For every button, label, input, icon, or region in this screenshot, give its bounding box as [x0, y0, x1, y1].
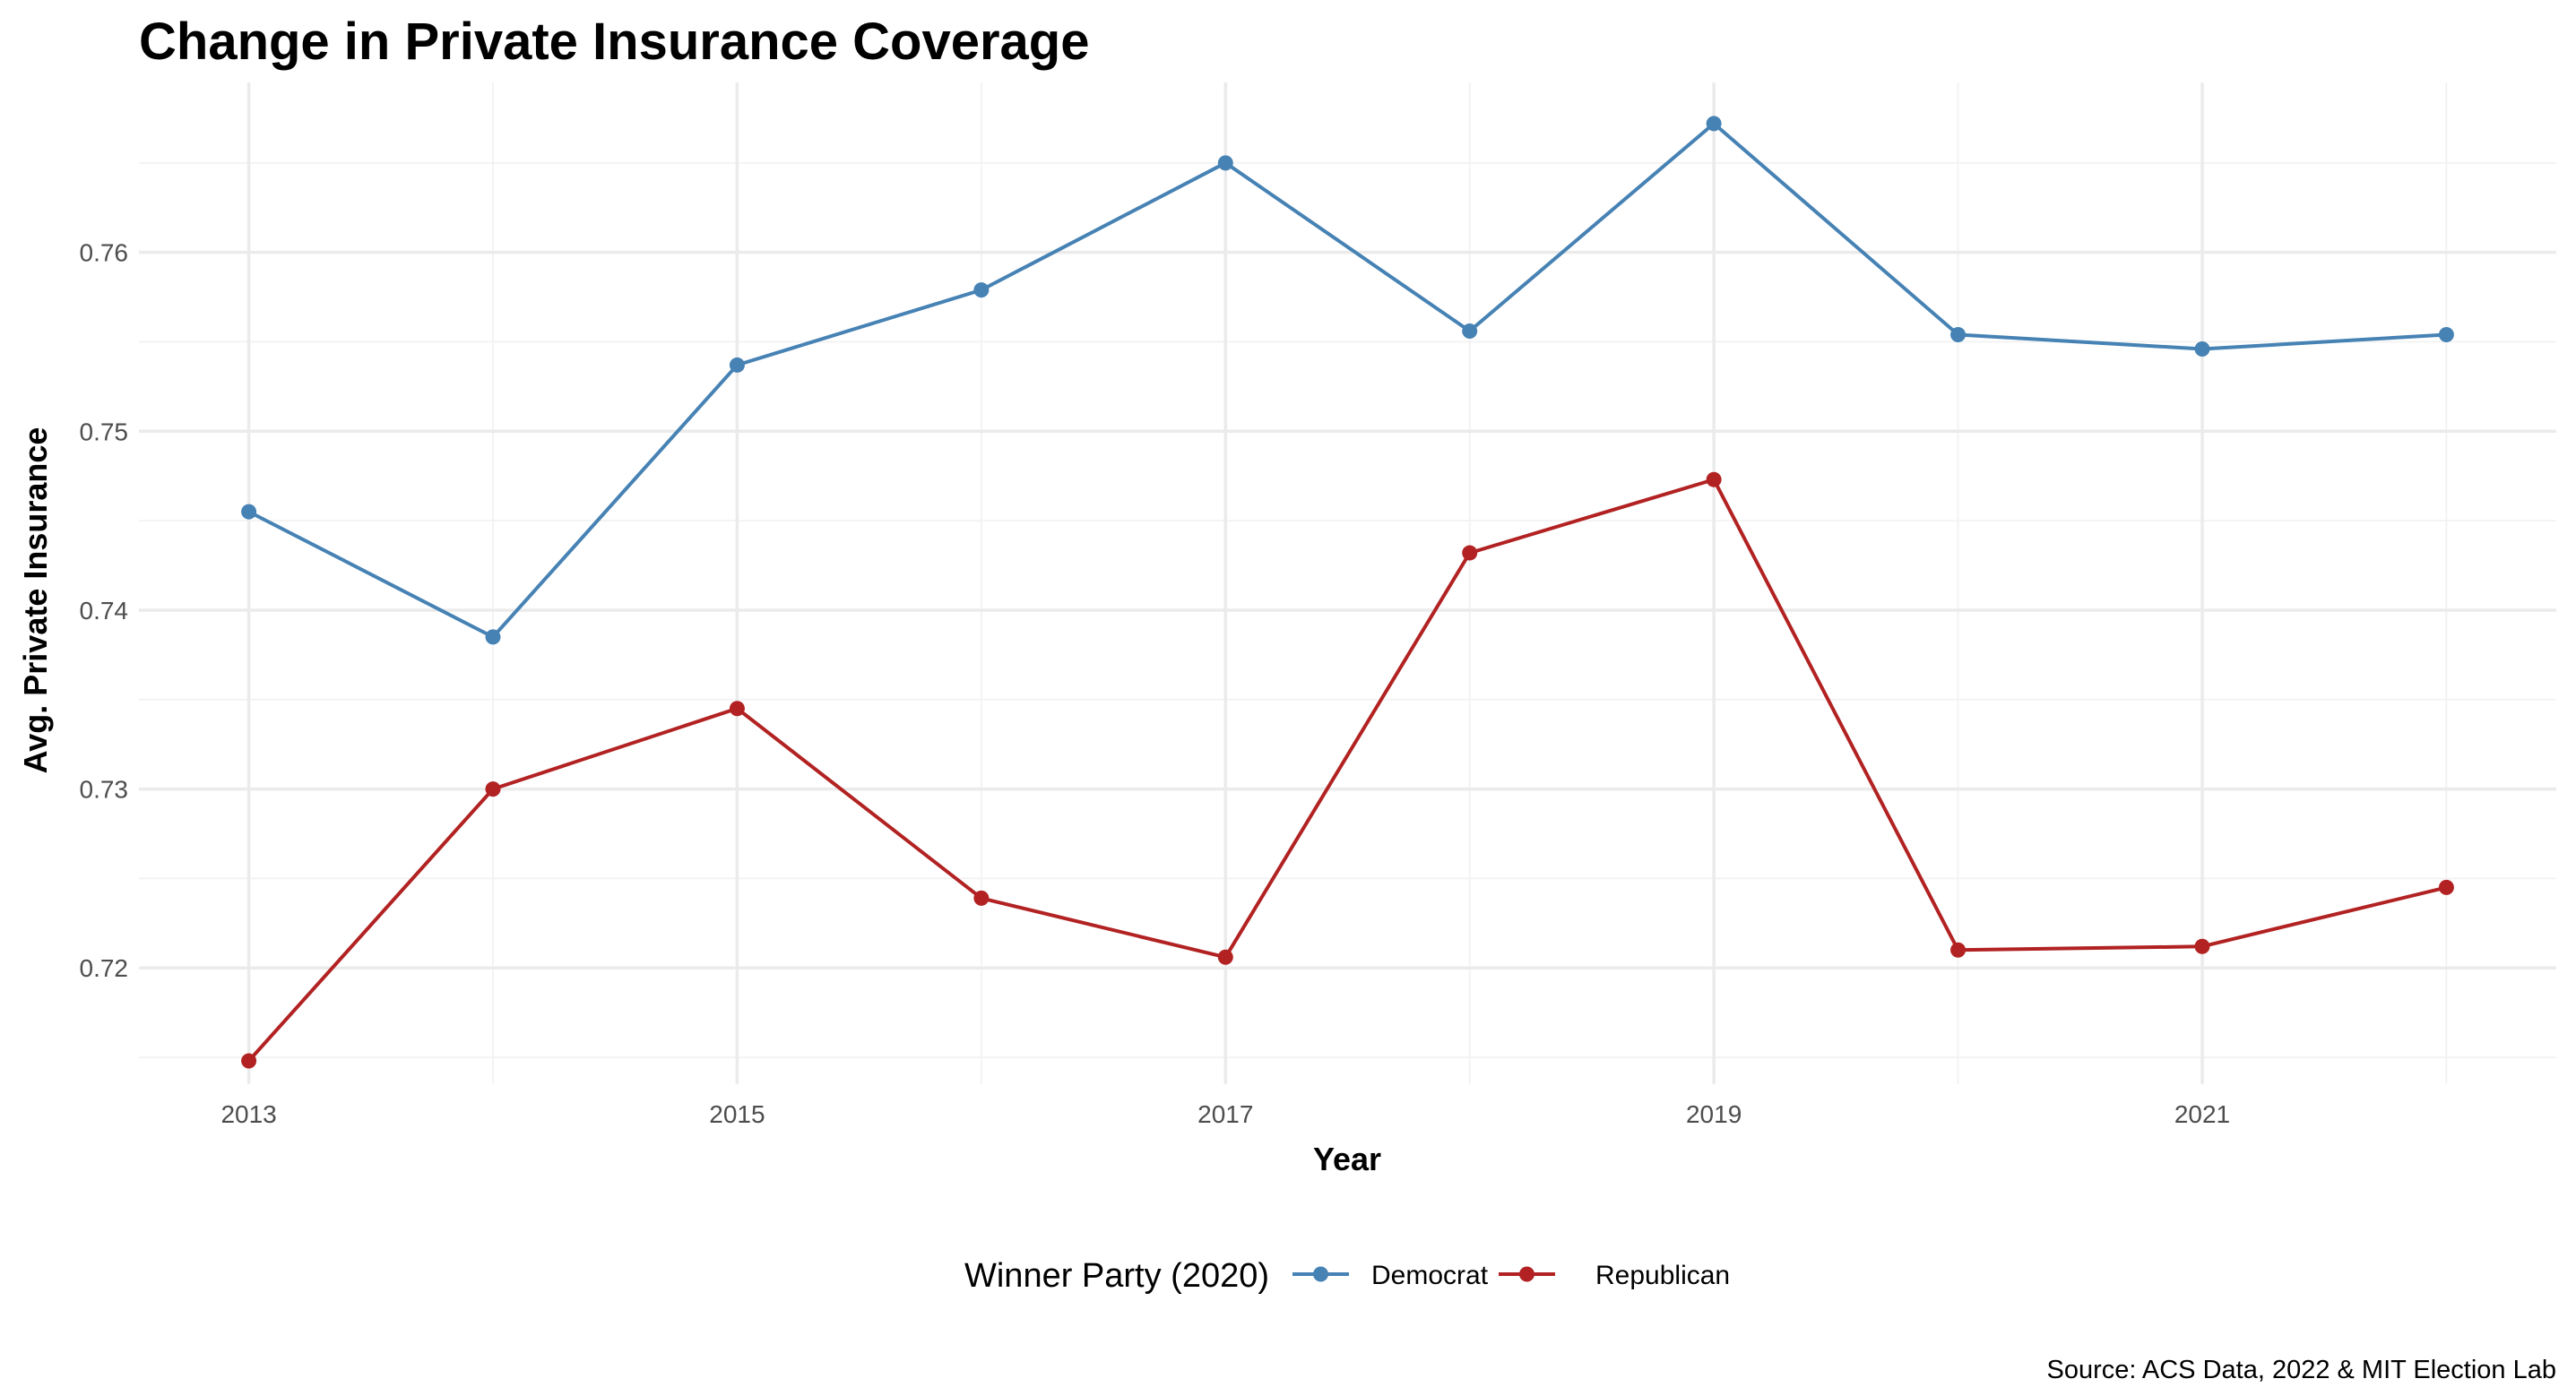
y-axis-ticks: 0.72 0.73 0.74 0.75 0.76 [80, 239, 129, 983]
data-point-democrat [1950, 326, 1967, 342]
x-tick-label: 2021 [2174, 1100, 2230, 1128]
x-tick-label: 2015 [709, 1100, 765, 1128]
x-axis-title: Year [1313, 1141, 1381, 1177]
legend-label-republican: Republican [1595, 1261, 1730, 1290]
data-point-republican [2194, 938, 2210, 954]
legend: Winner Party (2020) Democrat Republican [964, 1257, 1730, 1295]
data-point-republican [1462, 545, 1478, 561]
data-point-democrat [241, 504, 257, 520]
series-layer [241, 116, 2454, 1069]
data-point-democrat [1706, 116, 1722, 132]
data-point-republican [973, 890, 990, 906]
gridlines [139, 82, 2556, 1084]
x-tick-label: 2019 [1686, 1100, 1742, 1128]
chart-title: Change in Private Insurance Coverage [139, 13, 1089, 71]
data-point-republican [1706, 471, 1722, 487]
data-point-republican [729, 701, 745, 717]
y-axis-title: Avg. Private Insurance [17, 427, 54, 774]
data-point-democrat [1462, 323, 1478, 340]
data-point-democrat [1217, 155, 1233, 171]
data-point-democrat [485, 629, 501, 645]
x-axis-ticks: 2013 2015 2017 2019 2021 [220, 1100, 2230, 1128]
y-tick-label: 0.76 [80, 239, 129, 267]
y-tick-label: 0.73 [80, 776, 129, 804]
data-point-republican [2438, 879, 2454, 895]
legend-title: Winner Party (2020) [964, 1257, 1269, 1295]
legend-item-democrat: Democrat [1292, 1261, 1489, 1290]
data-point-democrat [729, 357, 745, 373]
y-tick-label: 0.75 [80, 418, 129, 445]
data-point-democrat [2194, 340, 2210, 357]
data-point-democrat [973, 282, 990, 298]
legend-label-democrat: Democrat [1371, 1261, 1489, 1290]
data-point-republican [1217, 949, 1233, 965]
y-tick-label: 0.72 [80, 954, 129, 982]
legend-dot-democrat [1313, 1266, 1328, 1282]
x-tick-label: 2017 [1197, 1100, 1253, 1128]
data-point-republican [241, 1053, 257, 1069]
legend-item-republican: Republican [1499, 1261, 1730, 1290]
data-point-democrat [2438, 326, 2454, 342]
y-tick-label: 0.74 [80, 597, 129, 625]
data-point-republican [485, 781, 501, 797]
data-point-republican [1950, 942, 1967, 958]
series-line-republican [246, 478, 2449, 1063]
chart-caption: Source: ACS Data, 2022 & MIT Election La… [2046, 1356, 2556, 1384]
x-tick-label: 2013 [220, 1100, 276, 1128]
series-line-democrat [246, 121, 2449, 639]
legend-dot-republican [1519, 1266, 1534, 1282]
